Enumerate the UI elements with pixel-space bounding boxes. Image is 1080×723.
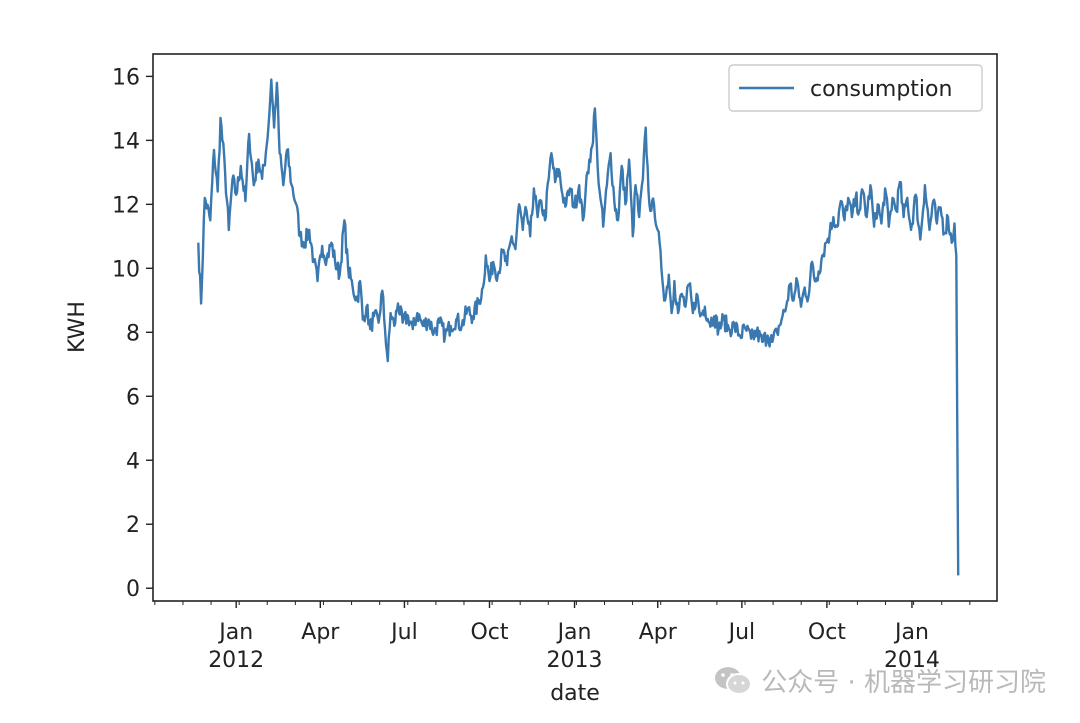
y-tick-label-2: 2: [126, 513, 140, 538]
x-tick-label-2: Jul: [389, 620, 418, 645]
wechat-icon: [713, 664, 753, 698]
y-tick-label-12: 12: [112, 193, 140, 218]
x-tick-label-6: Jul: [727, 620, 756, 645]
y-axis-label: KWH: [65, 301, 90, 353]
y-axis-ticks: 0 2 4 6 8 10 12 14 16: [112, 65, 153, 602]
series-layer: [197, 78, 960, 576]
y-tick-label-14: 14: [112, 129, 140, 154]
y-tick-label-6: 6: [126, 385, 140, 410]
y-tick-label-10: 10: [112, 257, 140, 282]
legend: consumption: [728, 64, 983, 112]
x-tick-label-5: Apr: [639, 620, 678, 645]
y-tick-label-0: 0: [126, 577, 140, 602]
x-tick-year-label-8: 2014: [884, 648, 940, 673]
plot-background: [153, 54, 997, 601]
y-tick-label-4: 4: [126, 449, 140, 474]
y-tick-label-8: 8: [126, 321, 140, 346]
x-tick-label-0: Jan: [217, 620, 253, 645]
legend-label-consumption: consumption: [810, 77, 952, 102]
y-tick-label-16: 16: [112, 65, 140, 90]
x-tick-label-8: Jan: [893, 620, 929, 645]
x-axis-label: date: [550, 681, 600, 706]
x-tick-year-label-4: 2013: [547, 648, 603, 673]
watermark: 公众号 · 机器学习研习院: [713, 662, 1046, 699]
x-tick-label-3: Oct: [470, 620, 508, 645]
watermark-text: 公众号 · 机器学习研习院: [761, 668, 1046, 698]
x-tick-label-4: Jan: [556, 620, 592, 645]
x-tick-year-label-0: 2012: [208, 648, 264, 673]
x-axis-ticks: Jan 2012 Apr Jul Oct Jan 2013 Apr Jul Oct Jan 2014: [154, 601, 971, 673]
x-tick-label-7: Oct: [808, 620, 846, 645]
series-line-consumption: [197, 78, 960, 576]
legend-box: [728, 64, 983, 112]
x-tick-label-1: Apr: [301, 620, 340, 645]
